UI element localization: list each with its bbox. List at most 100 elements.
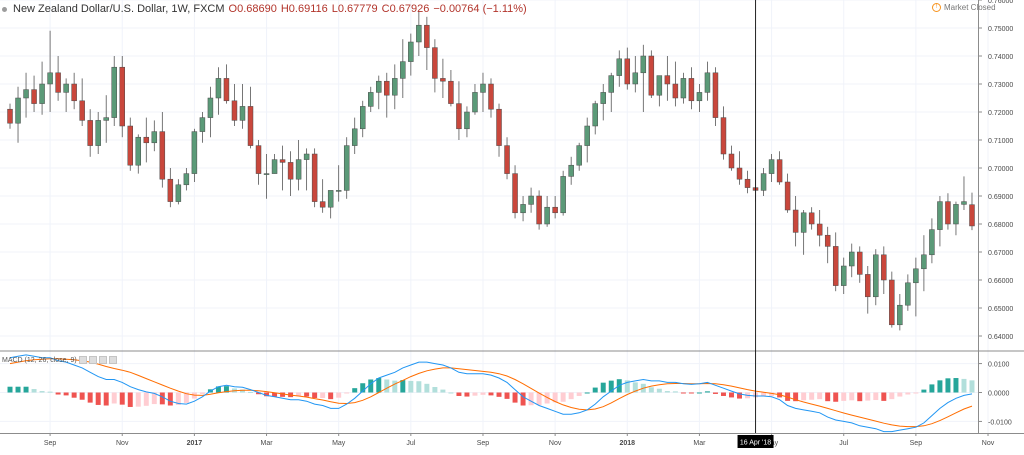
candle-body [969,204,975,227]
low-value: L0.67779 [331,3,378,15]
macd-histogram-bar [408,380,414,393]
candle-body [536,195,542,225]
candle-body [271,159,278,174]
candle-body [873,254,879,298]
macd-histogram-bar [568,392,574,400]
candle-body [929,229,935,256]
y-tick-label: 0.75000 [988,26,1013,33]
macd-histogram-bar [817,392,823,400]
close-icon[interactable] [98,356,107,364]
macd-histogram-bar [921,389,927,393]
macd-histogram-bar [87,392,93,403]
x-tick-label: Sep [44,440,57,447]
macd-histogram-bar [696,392,702,394]
candle-body [824,234,831,247]
macd-histogram-bar [424,383,430,393]
candle-body [23,89,29,99]
settings-icon[interactable] [88,356,97,364]
candle-body [656,75,663,96]
status-dot-icon [2,6,7,12]
macd-histogram-bar [889,392,895,400]
x-tick-label: 2017 [187,440,203,447]
macd-histogram-bar [320,392,326,398]
candle-body [39,83,45,104]
candle-body [151,131,158,144]
macd-histogram-bar [344,392,350,394]
candle-body [247,106,254,146]
y-tick-label: 0.64000 [988,334,1013,341]
macd-histogram-bar [945,378,951,393]
candle-body [744,178,751,188]
candle-body [937,201,943,230]
macd-histogram-bar [264,392,270,397]
candle-body [368,92,374,107]
macd-histogram-bar [897,392,903,397]
candle-body [279,159,286,163]
macd-histogram-bar [328,392,334,400]
candle-body [584,125,590,146]
x-tick-label: Nov [982,440,995,447]
y-tick-label: 0.74000 [988,54,1013,61]
y-tick-label: 0.71000 [988,138,1013,145]
market-status[interactable]: ! Market Closed [932,3,996,12]
macd-histogram-bar [400,380,406,393]
x-tick-label: Jul [839,440,848,447]
macd-histogram-bar [913,392,919,394]
symbol-title[interactable]: New Zealand Dollar/U.S. Dollar, 1W, FXCM [13,3,225,15]
macd-histogram-bar [809,392,815,400]
macd-histogram-bar [472,392,478,396]
y-tick-label: 0.69000 [988,194,1013,201]
macd-histogram-bar [905,392,911,395]
candle-body [183,173,190,186]
candle-body [175,184,182,202]
candle-body [440,78,446,82]
macd-histogram-bar [552,392,558,403]
candle-body [512,173,518,214]
candle-body [167,178,174,202]
candle-body [953,204,959,225]
candle-body [71,83,77,102]
macd-histogram-bar [280,392,286,397]
crosshair-date-label: 16 Apr '18 [740,440,771,447]
macd-histogram-bar [793,392,799,402]
candle-body [808,212,815,225]
macd-histogram-bar [167,392,173,406]
macd-histogram-bar [159,392,165,405]
candle-body [624,58,631,85]
candle-body [480,83,486,93]
signal-line [9,358,973,428]
candle-body [889,279,895,326]
more-icon[interactable] [108,356,117,364]
candle-body [351,128,358,146]
candle-body [335,190,342,192]
crosshair-date-box [737,435,774,448]
macd-histogram-bar [833,392,839,402]
candle-body [664,75,671,85]
macd-histogram-bar [215,386,221,393]
macd-histogram-bar [175,392,181,405]
macd-histogram-bar [368,379,374,393]
macd-legend: MACD (12, 26, close, 9) [2,356,117,364]
candle-body [135,136,142,166]
candle-body [472,92,478,113]
candle-body [784,181,791,211]
macd-histogram-bar [712,392,718,394]
candle-body [159,131,166,180]
eye-icon[interactable] [78,356,87,364]
macd-histogram-bar [336,392,342,398]
macd-histogram-bar [296,392,302,397]
macd-histogram-bar [352,388,358,393]
macd-histogram-bar [929,384,935,393]
x-tick-label: Nov [116,440,129,447]
macd-title[interactable]: MACD (12, 26, close, 9) [2,356,77,364]
candle-body [800,212,807,233]
macd-histogram-bar [624,380,630,393]
candle-body [416,24,422,43]
macd-histogram-bar [720,392,726,396]
macd-histogram-bar [312,392,318,398]
macd-histogram-bar [223,386,229,393]
macd-histogram-bar [480,392,486,395]
candlestick-series [7,11,975,331]
